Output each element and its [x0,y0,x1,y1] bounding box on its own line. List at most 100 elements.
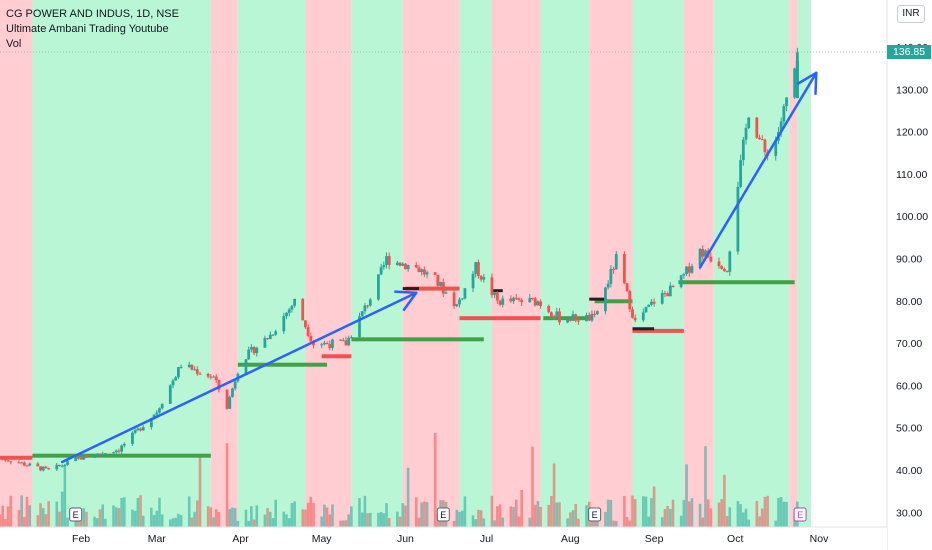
volume-bar [290,502,294,527]
time-tick-label: Jun [397,533,414,545]
volume-bar [328,514,332,527]
candle-body [444,292,448,294]
volume-bar [782,501,786,527]
candle-body [344,340,348,346]
level-line [459,316,541,321]
candle-body [495,292,499,301]
price-tick-label: 70.00 [896,338,922,350]
volume-bar [482,518,486,527]
candle-body [320,344,324,346]
bear-zone [305,0,352,527]
volume-bar [58,511,61,527]
earnings-marker [69,507,83,522]
volume-bar [120,497,123,527]
volume-bar [74,516,77,527]
currency-button[interactable]: INR [897,5,925,23]
candle-body [149,417,153,428]
candle-body [417,267,421,273]
candle-body [28,463,32,466]
candle-body [455,304,459,307]
candle-body [152,414,156,418]
candle-body [22,462,26,466]
volume-bar [417,517,421,527]
candle-body [47,468,51,470]
volume-bar [155,510,159,527]
time-axis-bg [0,527,887,550]
candle-body [401,263,405,266]
candle-body [793,68,797,98]
volume-bar [301,509,305,527]
marker-bar [632,327,655,331]
candle-body [571,314,575,321]
volume-bar [4,519,7,527]
volume-bar [98,509,102,527]
volume-bar [377,512,380,527]
candle-body [139,428,142,431]
volume-bar [406,467,410,527]
bull-zone [540,0,590,527]
volume-title[interactable]: Vol [6,38,22,50]
volume-bar [533,504,537,527]
volume-bar [236,520,240,527]
candle-body [512,297,515,302]
volume-bar [85,511,88,527]
volume-bar [339,520,342,527]
volume-bar [266,508,269,527]
bear-zone [491,0,541,527]
volume-bar [396,511,399,527]
volume-bar [766,495,769,527]
candle-body [687,266,691,273]
time-tick-label: Jul [480,533,493,545]
candle-body [214,376,218,381]
level-line [632,328,684,333]
volume-bar [742,512,745,527]
volume-bar [704,446,707,527]
volume-bar [420,502,423,527]
indicator-title[interactable]: Ultimate Ambani Trading Youtube [6,23,169,35]
volume-bar [512,507,515,527]
candle-body [282,316,286,332]
trend-arrow-head [394,290,418,312]
volume-bar [250,506,253,527]
symbol-title[interactable]: CG POWER AND INDUS, 1D, NSE [6,8,179,20]
time-axis[interactable]: Feb Mar Apr May Jun Jul Aug Sep Oct Nov [0,526,887,550]
candle-body [301,298,305,321]
price-tick-label: 40.00 [896,465,922,477]
volume-bar [577,518,580,527]
price-axis[interactable]: 140.00130.00120.00110.00100.0090.0080.00… [886,0,932,550]
time-tick-label: Sep [645,533,664,545]
candle-body [460,298,464,300]
candle-body [422,269,426,275]
volume-bar [509,506,513,527]
candle-body [347,337,351,346]
candle-body [55,464,59,470]
volume-bar [255,505,259,527]
candle-body [668,285,672,297]
candle-body [747,117,751,128]
last-candle [795,60,799,99]
volume-bar [171,518,175,527]
volume-bar [652,486,656,527]
volume-bar [101,504,105,527]
volume-bar [225,443,229,527]
candle-body [758,137,761,140]
candle-body [79,457,83,460]
volume-bar [196,500,199,527]
candle-body [631,309,634,318]
volume-bar [385,503,388,527]
candle-body [625,283,629,292]
candle-body [322,342,326,345]
bear-zone [589,0,633,527]
volume-bar [36,515,40,527]
candle-body [628,291,632,310]
candle-body [736,186,740,252]
candle-body [539,301,542,306]
candle-body [114,450,118,453]
volume-bar [271,518,275,527]
candle-body [112,452,115,454]
price-axis-bg [887,0,932,550]
candle-body [558,311,561,323]
candle-body [17,462,21,464]
candle-body [690,266,694,273]
